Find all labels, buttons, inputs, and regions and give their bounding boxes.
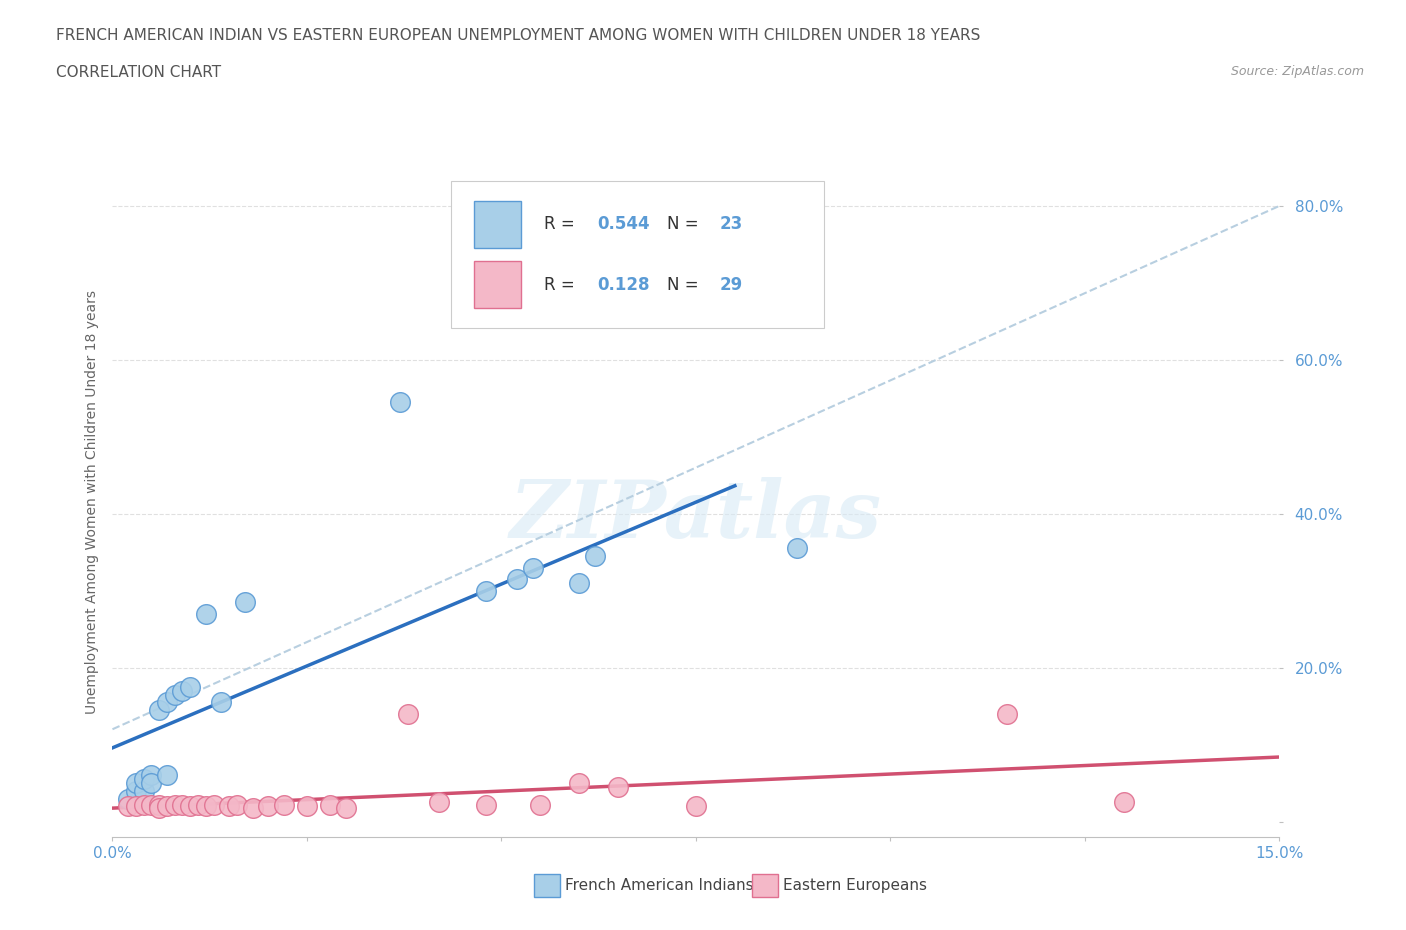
Point	[148, 797, 170, 812]
Point	[396, 707, 419, 722]
Point	[475, 583, 498, 598]
Text: 23: 23	[720, 216, 742, 233]
Text: French American Indians: French American Indians	[565, 878, 754, 893]
Point	[335, 801, 357, 816]
Point	[125, 783, 148, 798]
Point	[233, 595, 256, 610]
Point	[475, 797, 498, 812]
Point	[156, 799, 179, 814]
Point	[506, 572, 529, 587]
Point	[179, 799, 201, 814]
Text: 0.544: 0.544	[596, 216, 650, 233]
Point	[202, 797, 225, 812]
Point	[209, 695, 232, 710]
Point	[529, 797, 551, 812]
Point	[179, 680, 201, 695]
Point	[125, 799, 148, 814]
Y-axis label: Unemployment Among Women with Children Under 18 years: Unemployment Among Women with Children U…	[84, 290, 98, 714]
Point	[141, 797, 163, 812]
Text: ZIPatlas: ZIPatlas	[510, 477, 882, 554]
Point	[389, 394, 412, 409]
Text: Source: ZipAtlas.com: Source: ZipAtlas.com	[1230, 65, 1364, 78]
FancyBboxPatch shape	[451, 180, 824, 328]
Point	[273, 797, 295, 812]
Point	[132, 783, 155, 798]
Point	[117, 791, 139, 806]
Point	[685, 799, 707, 814]
Point	[148, 702, 170, 717]
Text: CORRELATION CHART: CORRELATION CHART	[56, 65, 221, 80]
Point	[132, 772, 155, 787]
Bar	[474, 201, 520, 247]
Point	[172, 684, 194, 698]
Text: N =: N =	[666, 216, 703, 233]
Point	[156, 695, 179, 710]
Text: 29: 29	[720, 275, 742, 294]
Point	[583, 549, 606, 564]
Point	[257, 799, 280, 814]
Point	[1112, 795, 1135, 810]
Text: N =: N =	[666, 275, 703, 294]
Point	[242, 801, 264, 816]
Text: FRENCH AMERICAN INDIAN VS EASTERN EUROPEAN UNEMPLOYMENT AMONG WOMEN WITH CHILDRE: FRENCH AMERICAN INDIAN VS EASTERN EUROPE…	[56, 28, 980, 43]
Text: R =: R =	[544, 216, 581, 233]
Text: R =: R =	[544, 275, 585, 294]
Point	[141, 768, 163, 783]
Point	[607, 779, 630, 794]
Point	[226, 797, 249, 812]
Text: Eastern Europeans: Eastern Europeans	[783, 878, 927, 893]
Point	[295, 799, 318, 814]
Point	[156, 768, 179, 783]
Point	[786, 541, 808, 556]
Bar	[474, 261, 520, 308]
Point	[148, 801, 170, 816]
Point	[172, 797, 194, 812]
Point	[132, 797, 155, 812]
Point	[141, 776, 163, 790]
Point	[522, 560, 544, 575]
Point	[568, 576, 591, 591]
Point	[194, 799, 217, 814]
Point	[125, 776, 148, 790]
Point	[194, 606, 217, 621]
Point	[427, 795, 450, 810]
Point	[319, 797, 342, 812]
Point	[568, 776, 591, 790]
Text: 0.128: 0.128	[596, 275, 650, 294]
Point	[218, 799, 240, 814]
Point	[163, 687, 186, 702]
Point	[117, 799, 139, 814]
Point	[187, 797, 209, 812]
Point	[163, 797, 186, 812]
Point	[995, 707, 1018, 722]
